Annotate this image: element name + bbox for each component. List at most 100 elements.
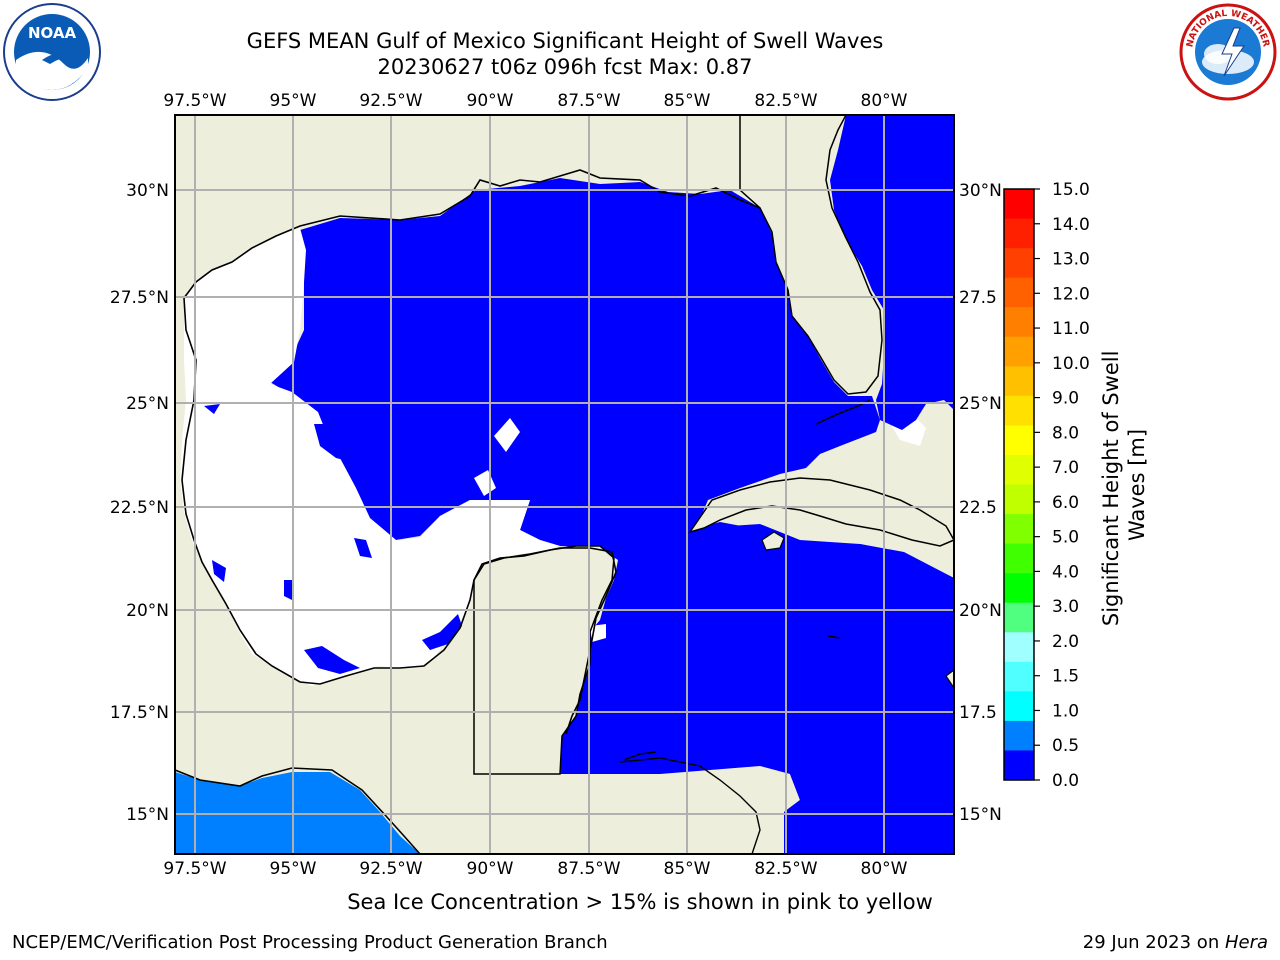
lat-label-left: 15°N — [126, 805, 169, 825]
lat-label-left: 22.5°N — [110, 498, 169, 518]
lon-label-top: 90°W — [467, 91, 514, 111]
colorbar-tick-label: 6.0 — [1052, 493, 1079, 513]
colorbar-tick-label: 12.0 — [1052, 284, 1090, 304]
lat-label-left: 30°N — [126, 181, 169, 201]
colorbar-swatch — [1004, 632, 1034, 663]
cayman-island — [827, 635, 841, 639]
colorbar-swatch — [1004, 514, 1034, 545]
colorbar-tick-label: 0.0 — [1052, 771, 1079, 791]
footer-date: 29 Jun 2023 on Hera — [1083, 932, 1268, 953]
colorbar-tick-label: 13.0 — [1052, 250, 1090, 270]
colorbar-tick-label: 7.0 — [1052, 458, 1079, 478]
yucatan-north-coastline — [473, 547, 617, 735]
noaa-logo-text: NOAA — [28, 24, 77, 42]
colorbar-swatch — [1004, 189, 1034, 220]
florida-land — [739, 115, 883, 395]
colorbar-tick-label: 0.5 — [1052, 736, 1079, 756]
lat-label-left: 25°N — [126, 394, 169, 414]
jamaica-island — [761, 531, 785, 551]
ocean-patch — [314, 424, 360, 462]
lat-label-left: 27.5°N — [110, 288, 169, 308]
colorbar-swatch — [1004, 454, 1034, 485]
lat-label-left: 17.5°N — [110, 703, 169, 723]
lon-label-bottom: 87.5°W — [557, 859, 620, 879]
colorbar-tick-label: 5.0 — [1052, 528, 1079, 548]
colorbar-label-line-2: Waves [m] — [1125, 429, 1149, 541]
lon-label-top: 95°W — [270, 91, 317, 111]
colorbar-swatch — [1004, 720, 1034, 751]
map-panel — [175, 115, 954, 854]
colorbar-swatch — [1004, 307, 1034, 338]
lat-label-right: 22.5 — [959, 498, 997, 518]
lon-label-bottom: 80°W — [861, 859, 908, 879]
lon-label-bottom: 85°W — [664, 859, 711, 879]
bay-islands — [623, 751, 657, 761]
lon-label-top: 87.5°W — [557, 91, 620, 111]
lon-label-top: 80°W — [861, 91, 908, 111]
lat-label-left: 20°N — [126, 601, 169, 621]
chart-title: GEFS MEAN Gulf of Mexico Significant Hei… — [246, 29, 884, 53]
central-america-coastline — [175, 767, 421, 854]
colorbar-swatch — [1004, 691, 1034, 722]
colorbar-label-line-1: Significant Height of Swell — [1099, 351, 1123, 627]
colorbar-frame — [1003, 188, 1035, 781]
colorbar-tick-label: 1.5 — [1052, 667, 1079, 687]
colorbar-swatch — [1004, 366, 1034, 397]
colorbar-swatch — [1004, 661, 1034, 692]
ocean-patch — [354, 538, 372, 558]
lon-label-top: 97.5°W — [163, 91, 226, 111]
lat-label-right: 20°N — [959, 601, 1002, 621]
caribbean-ocean-field — [590, 524, 954, 854]
colorbar-tick-label: 11.0 — [1052, 319, 1090, 339]
colorbar-swatch — [1004, 602, 1034, 633]
no-data-patch — [494, 418, 520, 452]
colorbar-tick-label: 15.0 — [1052, 180, 1090, 200]
lon-label-bottom: 95°W — [270, 859, 317, 879]
lat-label-right: 25°N — [959, 394, 1002, 414]
colorbar-swatch — [1004, 425, 1034, 456]
ocean-patch — [212, 560, 226, 582]
ocean-patch — [304, 646, 360, 674]
lat-label-right: 30°N — [959, 181, 1002, 201]
national-weather-service-logo-icon: NATIONAL WEATHER SERVICE — [1178, 2, 1277, 101]
footer-date-text: 29 Jun 2023 on — [1082, 932, 1225, 953]
colorbar-tick-label: 8.0 — [1052, 423, 1079, 443]
lon-label-top: 82.5°W — [754, 91, 817, 111]
map-gridlines — [175, 115, 954, 854]
lon-label-bottom: 90°W — [467, 859, 514, 879]
colorbar-label: Significant Height of Swell Waves [m] — [1099, 344, 1149, 626]
colorbar-tick-label: 10.0 — [1052, 354, 1090, 374]
colorbar-tick-label: 2.0 — [1052, 632, 1079, 652]
colorbar-tick-label: 4.0 — [1052, 562, 1079, 582]
colorbar-swatch — [1004, 543, 1034, 574]
colorbar-swatch — [1004, 218, 1034, 249]
ocean-patch — [284, 580, 292, 600]
east-coast-peninsula — [945, 669, 954, 690]
colorbar-swatch — [1004, 248, 1034, 279]
colorbar-swatch — [1004, 484, 1034, 515]
colorbar: 15.0 14.0 13.0 12.0 11.0 10.0 9.0 8.0 7.0 6.0 5.0 4… — [1003, 180, 1090, 791]
lon-label-bottom: 92.5°W — [359, 859, 422, 879]
colorbar-swatch — [1004, 277, 1034, 308]
chart-subtitle: 20230627 t06z 096h fcst Max: 0.87 — [377, 55, 753, 79]
lon-label-top: 92.5°W — [359, 91, 422, 111]
ocean-patch — [204, 404, 220, 414]
colorbar-swatch — [1004, 336, 1034, 367]
colorbar-swatch — [1004, 750, 1034, 781]
honduras-coastline — [619, 757, 761, 854]
map-frame — [174, 114, 955, 855]
lat-label-right: 15°N — [959, 805, 1002, 825]
footer-credit: NCEP/EMC/Verification Post Processing Pr… — [12, 932, 608, 953]
noaa-logo-icon: NOAA — [3, 3, 101, 101]
lon-label-bottom: 82.5°W — [754, 859, 817, 879]
ocean-patch — [422, 614, 462, 650]
lon-label-top: 85°W — [664, 91, 711, 111]
no-data-western-gulf — [180, 228, 560, 686]
lon-label-bottom: 97.5°W — [163, 859, 226, 879]
gulf-west-coastline — [181, 297, 475, 685]
footer-host: Hera — [1224, 932, 1268, 953]
atlantic-ocean-field — [830, 115, 954, 430]
lat-label-right: 27.5 — [959, 288, 997, 308]
colorbar-swatch — [1004, 395, 1034, 426]
